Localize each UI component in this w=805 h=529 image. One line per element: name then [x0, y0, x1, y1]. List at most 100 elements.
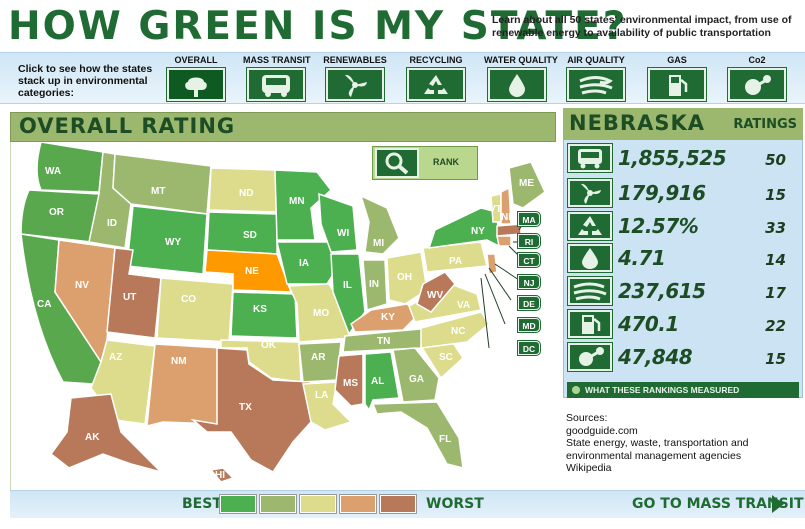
- state-label: UT: [123, 292, 136, 303]
- state-label: AR: [311, 352, 326, 363]
- state-tag-de[interactable]: DE: [517, 295, 541, 311]
- sources: Sources: goodguide.com State energy, was…: [566, 412, 802, 475]
- category-mass-transit[interactable]: MASS TRANSIT: [243, 54, 311, 102]
- state-label: FL: [439, 434, 451, 445]
- state-WI[interactable]: [318, 192, 358, 253]
- state-tag-ri[interactable]: RI: [517, 233, 541, 249]
- state-tag-ma[interactable]: MA: [517, 211, 541, 227]
- state-tag-nj[interactable]: NJ: [517, 274, 541, 290]
- state-FL[interactable]: [371, 401, 464, 469]
- state-details-header: NEBRASKA RATINGS: [563, 108, 803, 140]
- state-label: ND: [239, 188, 253, 199]
- category-recycling[interactable]: RECYCLING: [403, 54, 469, 102]
- state-WY[interactable]: [126, 205, 208, 275]
- state-label: AK: [85, 432, 100, 443]
- state-label: TX: [239, 402, 252, 413]
- state-NM[interactable]: [146, 343, 222, 427]
- rankings-measured-label: WHAT THESE RANKINGS MEASURED: [585, 385, 740, 395]
- state-MI[interactable]: [359, 194, 400, 255]
- state-NC[interactable]: [420, 311, 491, 349]
- state-label: MO: [313, 308, 329, 319]
- category-label: OVERALL: [174, 55, 218, 65]
- state-WV[interactable]: [416, 271, 456, 313]
- state-tag-ct[interactable]: CT: [517, 252, 541, 268]
- rating-value: 1,855,525: [618, 146, 727, 170]
- legend-swatch-4: [339, 494, 377, 514]
- state-OR[interactable]: [20, 189, 100, 243]
- state-label: VA: [457, 300, 470, 311]
- category-label: WATER QUALITY: [484, 55, 558, 65]
- overall-rating-title: OVERALL RATING: [19, 114, 236, 138]
- us-map-svg: WA OR CA ID NV MT WY UT AZ CO NM ND SD N…: [20, 141, 546, 483]
- state-CT[interactable]: [496, 235, 512, 247]
- state-MT[interactable]: [112, 153, 212, 215]
- state-NE[interactable]: [204, 249, 293, 293]
- state-HI[interactable]: [209, 467, 235, 483]
- recycle-icon: [406, 67, 466, 102]
- state-GA[interactable]: [392, 347, 440, 403]
- bullet-icon: [572, 386, 580, 394]
- state-label: MN: [289, 196, 305, 207]
- state-NH[interactable]: [500, 186, 512, 225]
- overall-rating-header: OVERALL RATING: [10, 112, 556, 142]
- state-MS[interactable]: [334, 353, 364, 407]
- category-overall[interactable]: OVERALL: [163, 54, 229, 102]
- rating-rank: 15: [765, 186, 786, 204]
- state-label: SD: [243, 230, 257, 241]
- rating-row-mass-transit: 1,855,525 50: [566, 142, 798, 175]
- ratings-label: RATINGS: [733, 117, 797, 132]
- gas-pump-icon: [647, 67, 707, 102]
- state-label: NE: [245, 266, 259, 277]
- category-label: AIR QUALITY: [567, 55, 625, 65]
- state-MN[interactable]: [274, 169, 333, 241]
- recycle-icon: [567, 211, 613, 241]
- state-label: TN: [377, 336, 390, 347]
- state-AL[interactable]: [364, 351, 400, 412]
- state-label: MI: [373, 238, 384, 249]
- state-label: ID: [107, 218, 117, 229]
- state-label: WA: [45, 166, 61, 177]
- arrow-right-icon[interactable]: [772, 495, 784, 513]
- category-label: RENEWABLES: [323, 55, 387, 65]
- legend-swatch-1: [219, 494, 257, 514]
- state-SD[interactable]: [206, 211, 278, 255]
- category-renewables[interactable]: RENEWABLES: [322, 54, 388, 102]
- wind-icon: [567, 276, 613, 306]
- state-tag-dc[interactable]: DC: [517, 340, 541, 356]
- rating-rank: 15: [765, 350, 786, 368]
- category-water-quality[interactable]: WATER QUALITY: [484, 54, 558, 102]
- category-label: RECYCLING: [409, 55, 463, 65]
- state-KS[interactable]: [230, 291, 298, 339]
- state-tag-md[interactable]: MD: [517, 317, 541, 333]
- source-line: Wikipedia: [566, 462, 612, 474]
- category-air-quality[interactable]: AIR QUALITY: [563, 54, 629, 102]
- state-AK[interactable]: [49, 393, 164, 474]
- category-co2[interactable]: Co2: [724, 54, 790, 102]
- category-label: Co2: [748, 55, 766, 65]
- source-line: goodguide.com: [566, 424, 638, 437]
- molecule-icon: [567, 342, 613, 372]
- state-label: KY: [381, 312, 395, 323]
- state-ME[interactable]: [508, 161, 546, 209]
- sources-heading: Sources:: [566, 412, 608, 424]
- wind-icon: [566, 67, 626, 102]
- wind-turbine-icon: [325, 67, 385, 102]
- rank-button[interactable]: RANK: [372, 146, 478, 180]
- state-OH[interactable]: [386, 251, 428, 305]
- bus-icon: [246, 67, 306, 102]
- rating-row-recycling: 12.57% 33: [566, 210, 798, 243]
- state-label: GA: [409, 374, 424, 385]
- selected-state-name: NEBRASKA: [569, 111, 705, 135]
- state-CO[interactable]: [156, 277, 234, 343]
- state-label: WY: [165, 237, 181, 248]
- category-gas[interactable]: GAS: [644, 54, 710, 102]
- rankings-measured-link[interactable]: WHAT THESE RANKINGS MEASURED: [567, 382, 799, 398]
- us-map: WA OR CA ID NV MT WY UT AZ CO NM ND SD N…: [10, 141, 556, 490]
- go-to-mass-transit-link[interactable]: GO TO MASS TRANSIT: [632, 496, 804, 512]
- magnifier-icon: [375, 148, 419, 178]
- state-TX[interactable]: [190, 347, 312, 473]
- legend-swatch-2: [259, 494, 297, 514]
- state-IN[interactable]: [362, 259, 388, 311]
- category-label: GAS: [667, 55, 687, 65]
- state-WA[interactable]: [36, 141, 104, 193]
